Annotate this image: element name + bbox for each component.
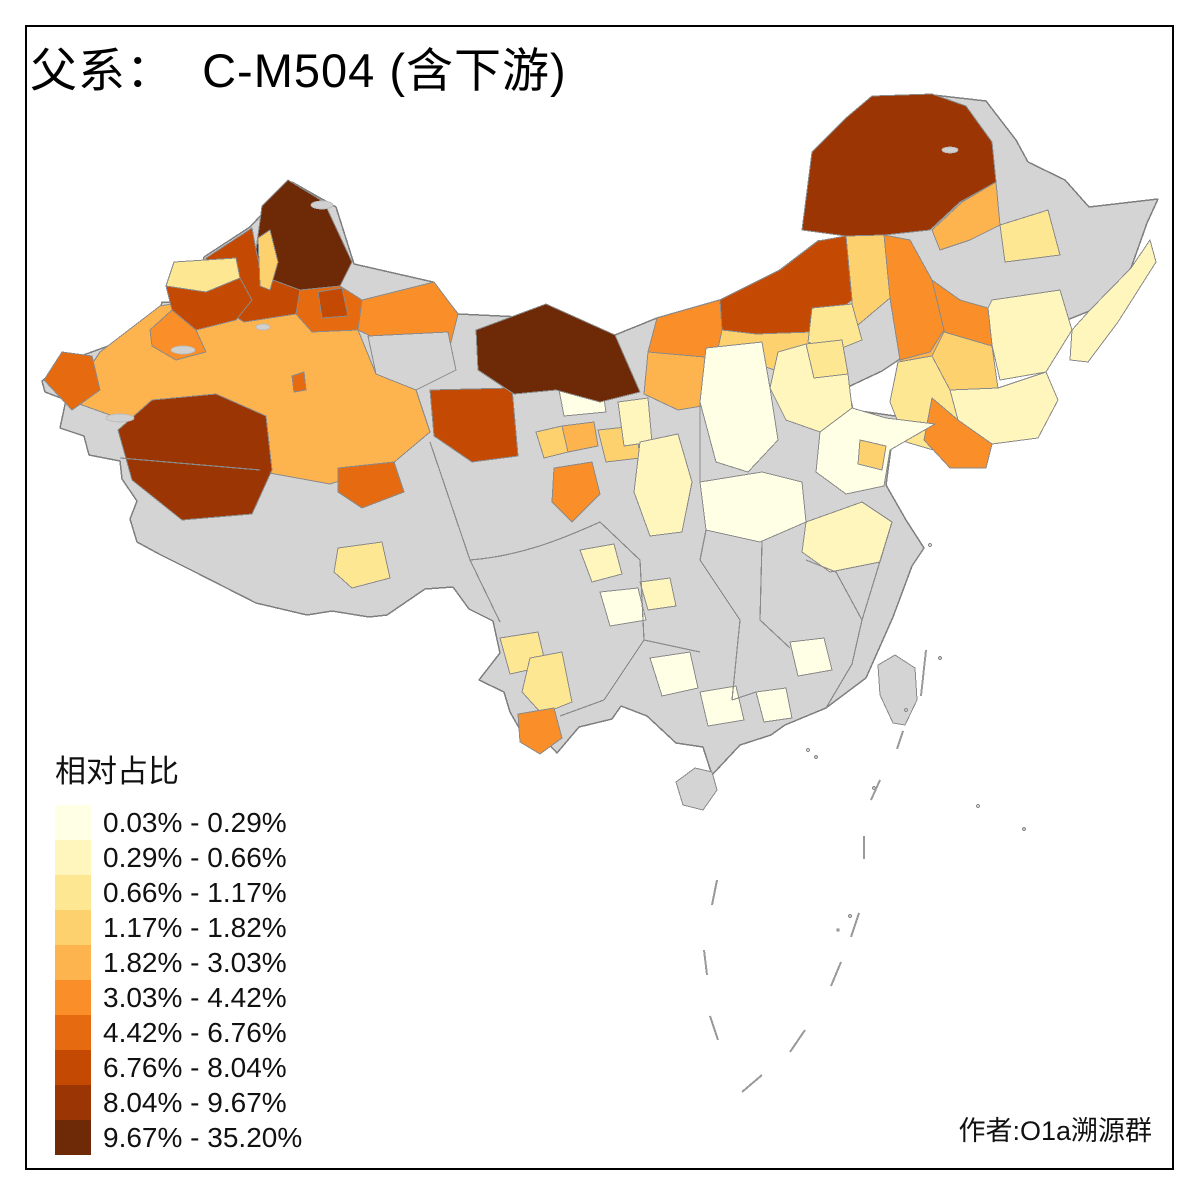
region-turpan <box>367 331 457 391</box>
legend-title: 相对占比 <box>55 754 179 789</box>
legend-rows: 0.03% - 0.29% 0.29% - 0.66% 0.66% - 1.17… <box>55 805 302 1155</box>
legend-swatch-1 <box>55 840 91 875</box>
legend-label-3: 1.17% - 1.82% <box>103 911 287 943</box>
legend-label-7: 6.76% - 8.04% <box>103 1051 287 1083</box>
region-lanzhou <box>561 421 599 453</box>
colored-regions <box>43 93 1157 755</box>
region-hotan <box>117 393 273 521</box>
legend-label-2: 0.66% - 1.17% <box>103 876 287 908</box>
legend-label-1: 0.29% - 0.66% <box>103 841 287 873</box>
legend-swatch-9 <box>55 1120 91 1155</box>
region-rooster-tail <box>1069 239 1157 363</box>
legend-row: 6.76% - 8.04% <box>55 1050 302 1085</box>
region-yunnan-b <box>521 651 573 715</box>
islands <box>675 542 1026 932</box>
legend-swatch-0 <box>55 805 91 840</box>
region-jiuquan <box>429 387 519 463</box>
islet <box>836 928 840 932</box>
legend-row: 0.29% - 0.66% <box>55 840 302 875</box>
legend-row: 1.17% - 1.82% <box>55 910 302 945</box>
legend-swatch-4 <box>55 945 91 980</box>
region-guilin <box>789 637 833 677</box>
lake-sayram <box>255 323 271 331</box>
lake-ebinur <box>170 345 196 355</box>
province-borders <box>119 402 893 717</box>
legend-label-4: 1.82% - 3.03% <box>103 946 287 978</box>
legend-label-8: 8.04% - 9.67% <box>103 1086 287 1118</box>
islet <box>975 803 981 809</box>
region-chengde <box>807 303 863 353</box>
legend-row: 0.66% - 1.17% <box>55 875 302 910</box>
region-hulunbuir <box>801 93 997 237</box>
region-shihezi <box>291 371 307 393</box>
legend-swatch-2 <box>55 875 91 910</box>
nine-dash-line <box>703 649 927 1093</box>
legend-swatch-6 <box>55 1015 91 1050</box>
region-sichuan-b <box>599 587 647 627</box>
lake-tarim <box>105 413 135 423</box>
islet <box>814 755 818 759</box>
region-gannan <box>551 461 601 523</box>
legend-row: 4.42% - 6.76% <box>55 1015 302 1050</box>
region-chongqing <box>639 577 677 611</box>
legend-row: 1.82% - 3.03% <box>55 945 302 980</box>
legend-label-0: 0.03% - 0.29% <box>103 806 287 838</box>
region-kizilsu <box>43 351 101 411</box>
legend-label-5: 3.03% - 4.42% <box>103 981 287 1013</box>
islet <box>904 708 908 712</box>
region-guangdong <box>755 687 793 723</box>
taiwan-island <box>877 654 918 726</box>
legend-swatch-7 <box>55 1050 91 1085</box>
legend-label-9: 9.67% - 35.20% <box>103 1121 303 1153</box>
legend-swatch-8 <box>55 1085 91 1120</box>
legend-row: 8.04% - 9.67% <box>55 1085 302 1120</box>
region-lhasa <box>333 541 391 589</box>
region-ningxia <box>617 397 653 447</box>
region-urumqi <box>317 287 349 319</box>
islet <box>805 747 811 753</box>
region-harbin <box>987 289 1073 381</box>
legend-swatch-3 <box>55 910 91 945</box>
legend-row: 3.03% - 4.42% <box>55 980 302 1015</box>
region-guizhou <box>649 651 699 697</box>
region-shanxi <box>699 341 779 473</box>
islet <box>927 542 933 548</box>
islet <box>848 914 852 918</box>
region-xishuangbanna <box>517 707 563 755</box>
region-weifang <box>857 439 887 471</box>
lakes <box>105 146 959 423</box>
region-sichuan-a <box>579 543 623 583</box>
legend-label-6: 4.42% - 6.76% <box>103 1016 287 1048</box>
plot-title: 父系： C-M504 (含下游) <box>30 44 567 97</box>
plot-frame <box>25 25 1174 1170</box>
legend-row: 0.03% - 0.29% <box>55 805 302 840</box>
region-alxa <box>475 303 641 403</box>
region-shaanxi <box>633 433 693 537</box>
region-fuxin <box>923 397 993 469</box>
lake-hulun <box>941 146 959 154</box>
region-karamay <box>257 229 279 291</box>
islet <box>1022 827 1026 831</box>
islet <box>938 656 942 660</box>
region-haixi <box>337 461 405 509</box>
legend: 相对占比 0.03% - 0.29% 0.29% - 0.66% 0.66% -… <box>55 746 302 1155</box>
hainan-island <box>675 767 718 811</box>
lake-altay <box>310 200 334 210</box>
attribution-text: 作者:O1a溯源群 <box>958 1116 1152 1146</box>
legend-swatch-5 <box>55 980 91 1015</box>
region-nenjiang <box>999 209 1061 263</box>
legend-row: 9.67% - 35.20% <box>55 1120 302 1155</box>
region-guangxi <box>699 685 745 727</box>
